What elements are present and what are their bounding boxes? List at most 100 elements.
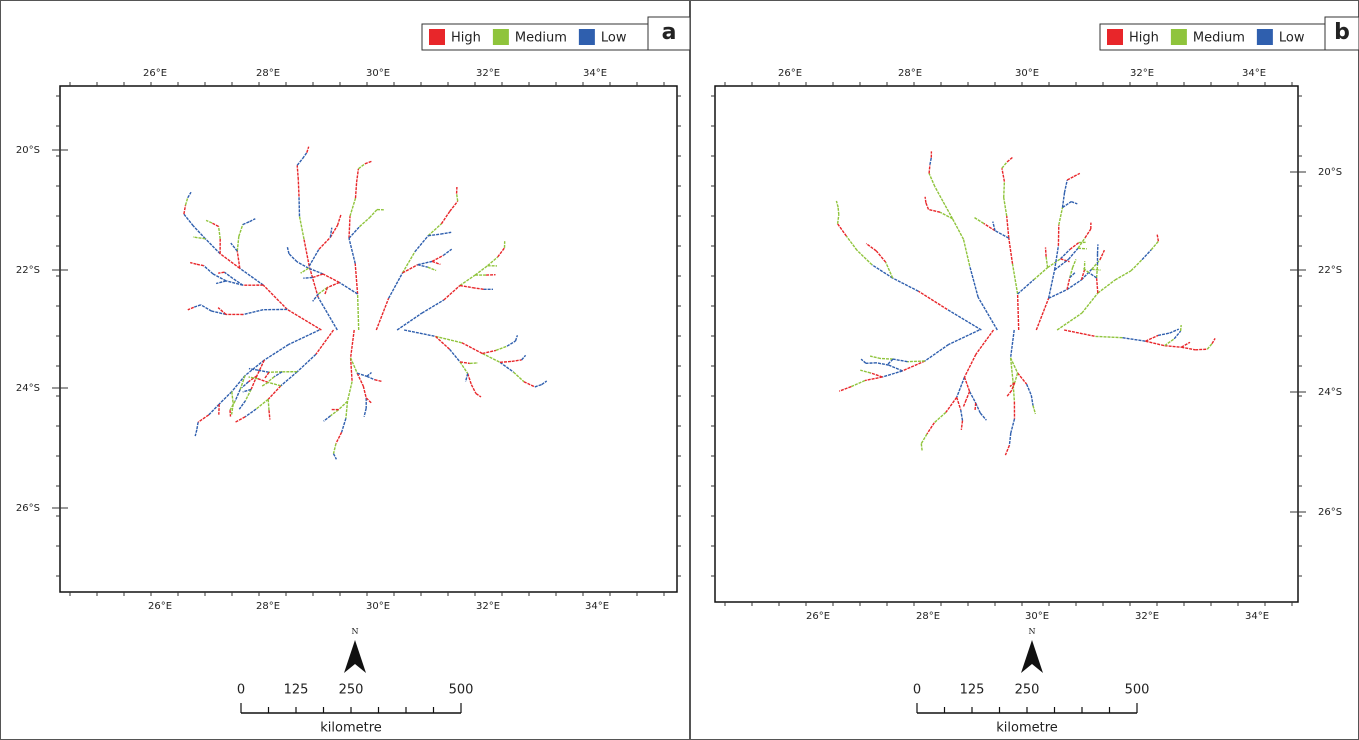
river <box>212 273 227 282</box>
river <box>475 393 482 398</box>
river <box>928 208 941 213</box>
scale-label: 500 <box>449 683 474 698</box>
river <box>871 264 894 279</box>
river <box>1009 329 1015 358</box>
river <box>219 253 241 269</box>
river <box>1179 325 1182 332</box>
river <box>234 389 241 402</box>
river <box>482 349 497 355</box>
panel-label-box <box>1324 16 1359 51</box>
river <box>218 391 233 405</box>
river <box>888 364 903 372</box>
x-label-bottom: 32°E <box>1135 611 1159 622</box>
river <box>882 370 903 378</box>
river <box>1066 279 1082 291</box>
river <box>1061 192 1066 208</box>
river <box>204 238 221 255</box>
x-label-top: 34°E <box>583 68 607 79</box>
y-label: 20°S <box>16 145 40 156</box>
river <box>928 173 936 187</box>
river <box>979 412 987 421</box>
river <box>948 329 980 346</box>
river <box>1069 242 1080 250</box>
legend-swatch <box>1256 29 1273 45</box>
river <box>924 343 949 362</box>
river <box>875 250 887 263</box>
river <box>975 329 995 355</box>
river <box>211 310 227 316</box>
river <box>229 400 236 411</box>
river <box>845 235 858 251</box>
river <box>974 402 977 411</box>
river <box>994 230 1010 239</box>
x-label-top: 34°E <box>1242 68 1266 79</box>
river <box>348 238 356 264</box>
x-label-top: 32°E <box>476 68 500 79</box>
river <box>255 398 269 410</box>
river <box>1030 395 1034 406</box>
river <box>865 242 877 252</box>
river <box>312 273 324 279</box>
river <box>366 371 372 377</box>
river <box>467 373 473 385</box>
river <box>1073 172 1081 178</box>
river <box>249 218 256 223</box>
river <box>1009 382 1016 388</box>
river <box>263 371 270 380</box>
river <box>303 276 313 279</box>
y-label: 22°S <box>1318 265 1342 276</box>
river <box>837 223 847 237</box>
river <box>470 384 477 394</box>
river <box>443 284 461 301</box>
river <box>332 443 337 454</box>
river <box>464 373 469 382</box>
river <box>317 286 328 295</box>
river <box>1044 247 1047 257</box>
river <box>312 293 319 302</box>
river <box>892 277 919 292</box>
river <box>286 247 290 254</box>
river <box>402 264 419 274</box>
river <box>355 168 360 183</box>
river <box>461 342 483 355</box>
river <box>288 253 298 263</box>
river <box>1006 390 1013 397</box>
river <box>267 376 275 383</box>
river <box>196 422 199 430</box>
river <box>225 280 244 286</box>
river <box>346 381 353 402</box>
river <box>907 360 925 363</box>
river <box>427 266 437 272</box>
panel-border <box>0 0 690 740</box>
panel-label: a <box>662 20 677 45</box>
river <box>236 236 240 252</box>
river <box>1003 197 1008 217</box>
river <box>960 420 964 430</box>
river <box>403 329 436 338</box>
river <box>1097 279 1116 294</box>
river <box>318 236 331 250</box>
north-label: N <box>1029 627 1036 636</box>
north-arrow <box>344 640 366 673</box>
river <box>298 196 301 217</box>
river <box>1069 267 1074 278</box>
river <box>920 443 923 451</box>
river <box>267 385 282 400</box>
river <box>885 261 894 279</box>
river <box>349 329 355 358</box>
river <box>963 353 977 378</box>
river <box>296 165 299 180</box>
river <box>396 312 423 331</box>
river <box>1180 341 1191 348</box>
river <box>455 193 459 202</box>
river <box>1211 338 1216 345</box>
legend-label: Low <box>601 31 627 46</box>
river <box>1025 383 1032 396</box>
river <box>837 207 840 215</box>
river <box>1045 256 1049 268</box>
river <box>184 197 189 206</box>
river <box>230 242 238 252</box>
river <box>474 265 489 276</box>
river <box>1130 259 1143 272</box>
river <box>308 267 324 275</box>
